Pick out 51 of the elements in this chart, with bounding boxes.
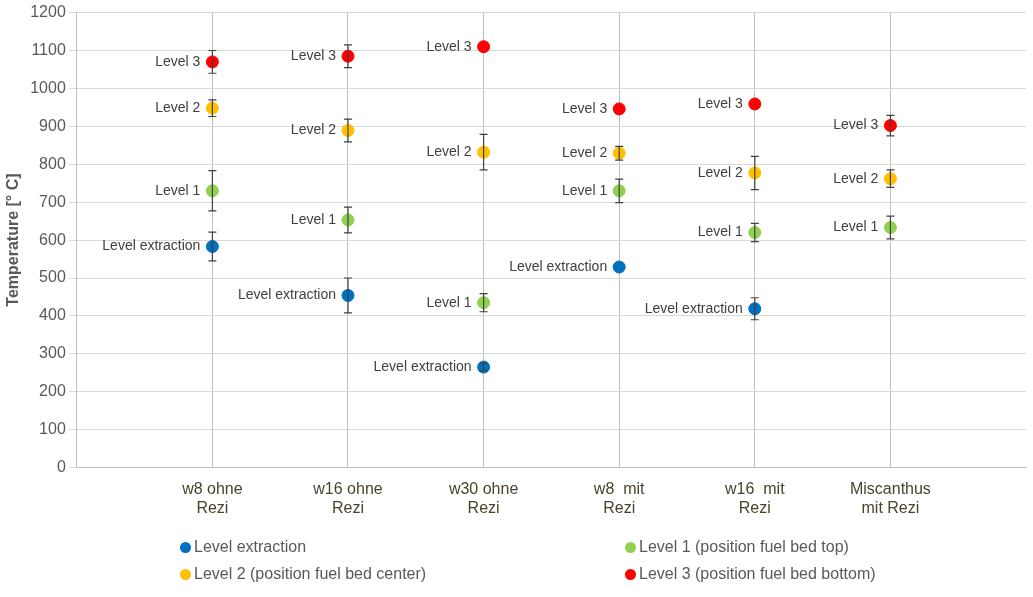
y-tick-label: 700: [39, 192, 66, 210]
legend-label: Level 2 (position fuel bed center): [194, 565, 427, 583]
x-tick-label: w8 mit Rezi: [592, 479, 646, 516]
y-tick-label: 300: [39, 344, 66, 362]
legend-label: Level extraction: [194, 538, 307, 556]
annotation: Level 3: [290, 47, 337, 64]
x-tick-label: w8 ohne Rezi: [181, 479, 243, 516]
y-tick-label: 800: [39, 154, 66, 172]
y-tick-label: 200: [39, 382, 66, 400]
x-tick-label: w16 mit Rezi: [724, 479, 786, 516]
point: [477, 40, 491, 54]
y-tick-label: 900: [39, 116, 66, 134]
annotation: Level 2: [697, 163, 743, 180]
annotation: Level 1: [155, 181, 201, 198]
annotation: Level 3: [833, 116, 879, 133]
annotation: Level extraction: [373, 357, 472, 374]
y-axis-title: Temperature [° C]: [4, 173, 22, 307]
annotation: Level 2: [290, 121, 337, 138]
annotation: Level 1: [833, 218, 879, 235]
y-tick-label: 600: [39, 230, 66, 248]
annotation: Level 3: [426, 37, 472, 54]
y-tick-label: 1000: [30, 78, 66, 96]
annotation: Level 2: [833, 169, 879, 186]
annotation: Level 1: [697, 223, 743, 240]
y-tick-label: 1200: [30, 3, 66, 21]
annotation: Level extraction: [237, 286, 336, 303]
annotation: Level 3: [155, 52, 201, 69]
annotation: Level 1: [562, 181, 608, 198]
y-tick-label: 1100: [31, 40, 66, 58]
y-tick-label: 500: [39, 268, 66, 286]
point: [612, 102, 626, 116]
annotation: Level 3: [697, 94, 743, 111]
y-tick-label: 400: [39, 306, 66, 324]
legend-label: Level 3 (position fuel bed bottom): [639, 565, 876, 583]
annotation: Level 1: [426, 293, 472, 310]
y-tick-label: 100: [39, 420, 66, 438]
point: [748, 97, 762, 111]
annotation: Level extraction: [644, 299, 743, 316]
annotation: Level extraction: [102, 237, 201, 254]
legend-label: Level 1 (position fuel bed top): [639, 538, 849, 556]
annotation: Level 2: [426, 142, 472, 159]
annotation: Level 3: [562, 99, 608, 116]
annotation: Level 1: [290, 210, 337, 227]
x-tick-label: w16 ohne Rezi: [312, 479, 383, 516]
x-tick-label: w30 ohne Rezi: [447, 479, 519, 516]
annotation: Level 2: [562, 144, 608, 161]
annotation: Level 2: [155, 99, 201, 116]
point: [612, 260, 626, 274]
annotation: Level extraction: [509, 257, 608, 274]
x-tick-label: Miscanthus mit Rezi: [849, 479, 931, 516]
y-tick-label: 0: [56, 458, 66, 476]
